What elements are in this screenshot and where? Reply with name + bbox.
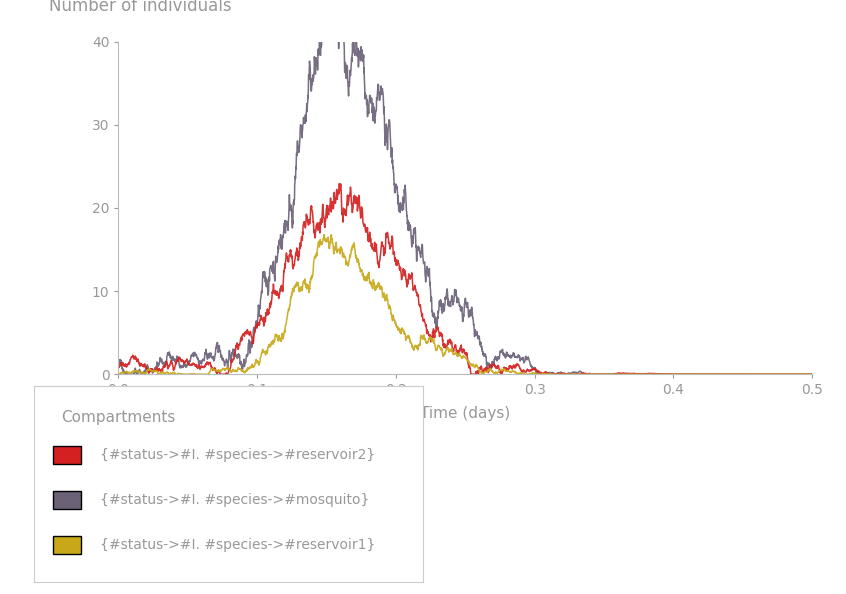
- FancyBboxPatch shape: [53, 536, 80, 554]
- Text: {#status->#I. #species->#reservoir2}: {#status->#I. #species->#reservoir2}: [100, 448, 376, 462]
- Text: Compartments: Compartments: [61, 410, 175, 425]
- FancyBboxPatch shape: [53, 446, 80, 463]
- FancyBboxPatch shape: [53, 491, 80, 508]
- Text: Number of individuals: Number of individuals: [49, 0, 232, 15]
- X-axis label: Time (days): Time (days): [420, 406, 510, 421]
- Text: {#status->#I. #species->#mosquito}: {#status->#I. #species->#mosquito}: [100, 493, 370, 507]
- Text: {#status->#I. #species->#reservoir1}: {#status->#I. #species->#reservoir1}: [100, 538, 376, 552]
